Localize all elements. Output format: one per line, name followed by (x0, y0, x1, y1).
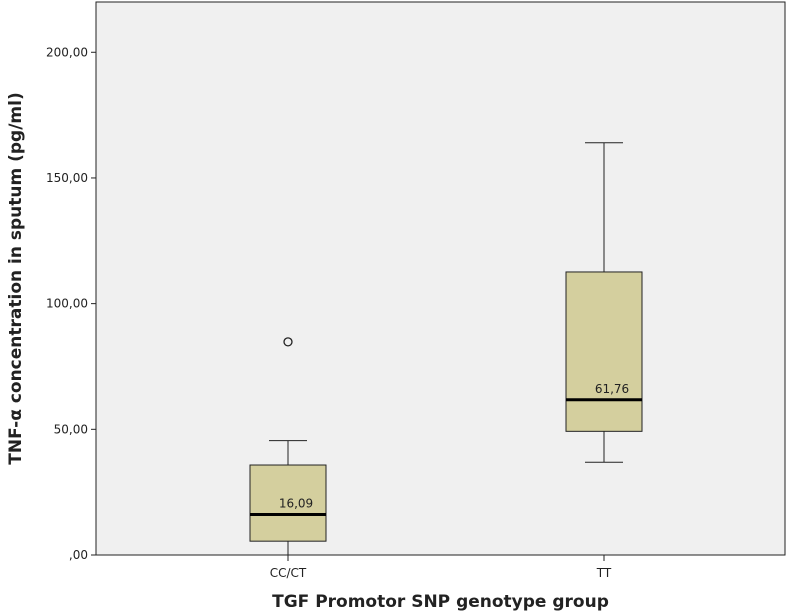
y-tick-label: 100,00 (46, 297, 88, 311)
box-iqr (249, 464, 327, 542)
y-tick-label: ,00 (69, 548, 88, 562)
y-axis-title: TNF-α concentration in sputum (pg/ml) (6, 92, 26, 465)
x-axis-title: TGF Promotor SNP genotype group (272, 592, 609, 612)
box-iqr (565, 271, 643, 432)
y-tick-label: 50,00 (54, 422, 88, 436)
median-label: 16,09 (279, 497, 313, 511)
plot-area (95, 1, 786, 556)
y-tick-label: 150,00 (46, 171, 88, 185)
outlier-point (283, 337, 293, 347)
x-tick-label: TT (596, 566, 612, 580)
median-label: 61,76 (595, 382, 629, 396)
y-tick-label: 200,00 (46, 45, 88, 59)
x-tick-label: CC/CT (270, 566, 307, 580)
